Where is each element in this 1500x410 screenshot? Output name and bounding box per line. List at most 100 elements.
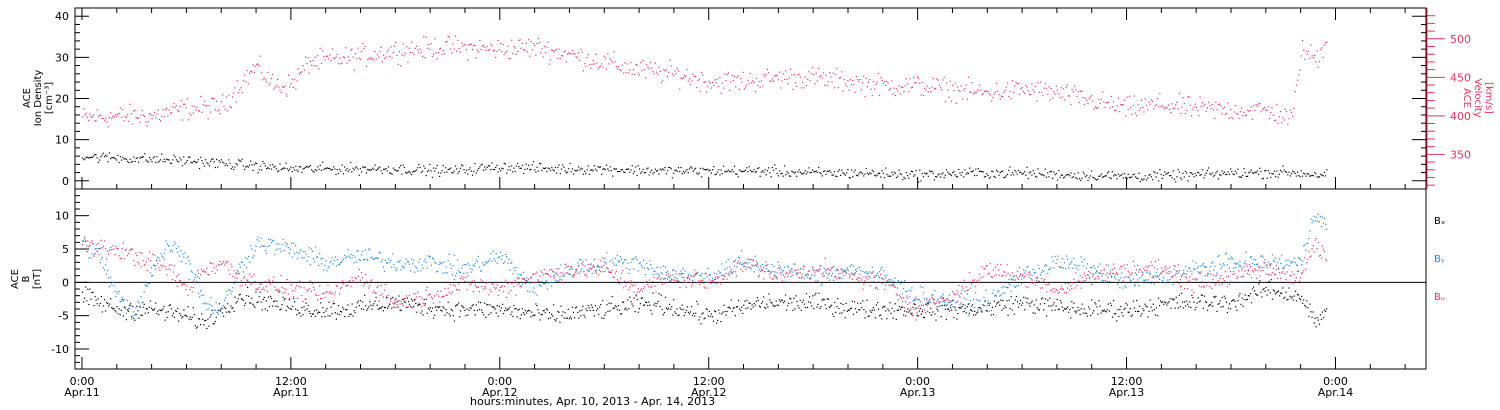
bx-point (1152, 303, 1154, 305)
density-point (702, 167, 704, 169)
bz-point (107, 250, 109, 252)
bx-point (984, 300, 986, 302)
velocity-point (870, 88, 872, 90)
density-point (124, 158, 126, 160)
bz-point (325, 291, 327, 293)
density-point (133, 156, 135, 158)
by-point (490, 253, 492, 255)
velocity-point (307, 57, 309, 59)
density-point (314, 168, 316, 171)
bx-point (1326, 308, 1328, 310)
by-point (127, 308, 130, 310)
bx-point (654, 302, 656, 304)
velocity-point (1020, 88, 1022, 90)
density-point (670, 168, 672, 170)
bx-point (627, 299, 629, 301)
density-point (447, 168, 449, 171)
bx-point (280, 308, 282, 310)
bx-point (579, 310, 581, 312)
density-point (956, 176, 959, 178)
bz-point (157, 263, 159, 265)
bx-point (237, 298, 239, 300)
by-point (1200, 271, 1202, 273)
by-point (727, 259, 729, 261)
by-point (252, 257, 254, 259)
by-point (998, 290, 1000, 292)
velocity-point (213, 98, 215, 100)
by-point (987, 300, 989, 302)
density-point (860, 171, 862, 173)
bx-point (751, 304, 753, 306)
velocity-point (478, 51, 480, 53)
bx-point (1143, 310, 1145, 312)
density-point (1209, 173, 1211, 175)
density-point (965, 173, 967, 175)
by-point (1072, 267, 1074, 270)
velocity-point (1282, 116, 1284, 119)
velocity-point (256, 63, 258, 65)
velocity-point (127, 114, 129, 116)
density-point (1137, 178, 1139, 180)
bz-point (367, 282, 369, 284)
velocity-point (746, 84, 748, 86)
velocity-point (932, 77, 934, 80)
bx-point (374, 300, 376, 302)
bx-point (625, 307, 627, 309)
bx-point (398, 295, 400, 297)
bx-point (297, 309, 299, 311)
bx-point (1101, 310, 1103, 312)
by-point (221, 307, 224, 309)
density-point (1303, 172, 1305, 174)
by-point (1229, 258, 1232, 260)
by-point (611, 259, 613, 261)
velocity-point (493, 49, 496, 52)
bx-point (339, 310, 342, 313)
velocity-point (225, 96, 227, 98)
bx-point (306, 308, 308, 310)
by-point (354, 256, 356, 258)
velocity-point (565, 61, 567, 63)
bx-point (649, 304, 651, 306)
bx-point (895, 318, 897, 321)
velocity-point (187, 119, 190, 121)
velocity-point (1253, 105, 1255, 107)
by-point (1012, 276, 1014, 278)
velocity-point (334, 58, 336, 60)
bx-point (100, 296, 102, 298)
velocity-point (927, 91, 929, 93)
by-point (608, 270, 610, 272)
bz-point (136, 254, 138, 257)
bz-point (166, 274, 168, 276)
bz-point (394, 299, 396, 301)
density-point (881, 170, 883, 172)
density-point (655, 170, 658, 172)
by-point (717, 276, 719, 278)
by-point (897, 280, 899, 282)
by-point (343, 258, 345, 260)
velocity-point (124, 115, 126, 118)
velocity-point (909, 78, 911, 80)
velocity-point (508, 57, 510, 60)
velocity-point (642, 59, 644, 62)
bx-point (1247, 295, 1249, 297)
bz-point (222, 261, 225, 263)
by-point (955, 301, 957, 304)
bx-point (485, 316, 487, 318)
density-point (549, 169, 552, 172)
by-point (1176, 270, 1178, 272)
velocity-point (933, 88, 936, 90)
velocity-point (1056, 89, 1059, 92)
by-point (1298, 258, 1301, 260)
bz-point (290, 284, 293, 286)
density-point (808, 167, 810, 169)
velocity-point (1268, 118, 1271, 120)
density-point (917, 181, 920, 183)
density-point (1133, 173, 1135, 175)
by-point (683, 276, 685, 278)
bx-point (1050, 305, 1052, 307)
bx-point (202, 318, 204, 320)
velocity-point (675, 73, 677, 75)
density-point (1065, 174, 1067, 176)
by-point (123, 299, 125, 301)
bx-point (781, 299, 784, 301)
